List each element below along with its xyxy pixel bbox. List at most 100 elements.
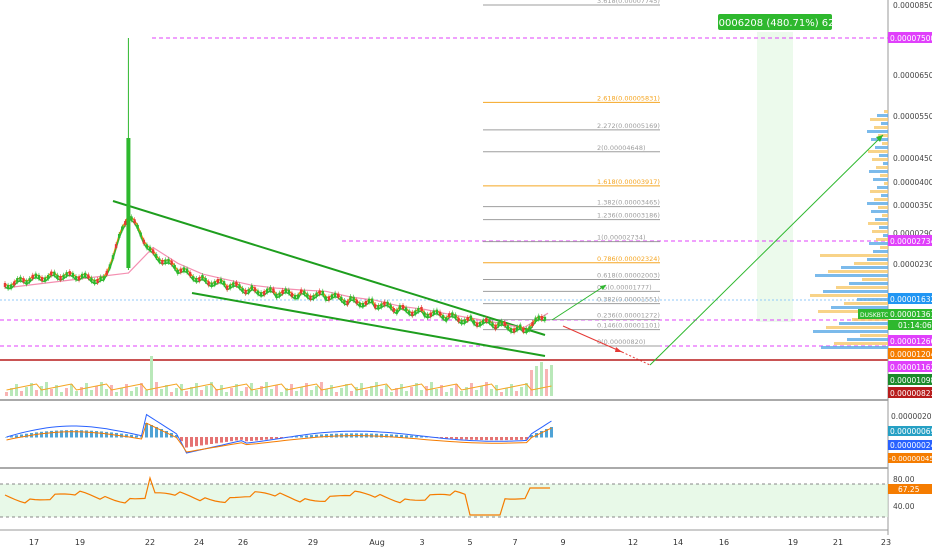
volume-bar xyxy=(5,392,8,396)
candle-body xyxy=(244,289,247,294)
candle-body xyxy=(133,219,136,224)
volume-profile-bar xyxy=(873,250,888,253)
volume-bars xyxy=(5,356,553,396)
volume-bar xyxy=(245,387,248,396)
macd-bar xyxy=(330,433,333,438)
candle-body xyxy=(216,279,220,284)
volume-profile-bar xyxy=(872,158,888,161)
candle-body xyxy=(472,320,476,325)
projection-arrowhead-green-1 xyxy=(600,285,606,290)
time-tick-3: 24 xyxy=(194,538,204,547)
price-badge-5: 0.00001162 xyxy=(890,363,932,372)
candle-body xyxy=(503,321,507,326)
volume-bar xyxy=(60,392,63,396)
candle-body xyxy=(161,260,164,265)
volume-bar xyxy=(445,392,448,396)
moving-average-orange xyxy=(4,214,546,331)
volume-profile-bar xyxy=(823,290,888,293)
volume-bar xyxy=(70,384,73,396)
macd-bar xyxy=(485,437,488,441)
candle-body xyxy=(401,304,405,309)
macd-bar xyxy=(460,437,463,440)
volume-bar xyxy=(205,386,208,396)
volume-bar xyxy=(95,386,98,396)
volume-profile-bar xyxy=(881,122,888,125)
macd-bar xyxy=(260,437,263,441)
pair-badge-box xyxy=(858,309,888,319)
candle-body xyxy=(124,220,127,225)
volume-bar xyxy=(20,391,23,396)
macd-bar xyxy=(300,435,303,438)
candle-body xyxy=(158,258,161,263)
candle-body xyxy=(525,328,528,333)
candle-body xyxy=(148,246,152,251)
candle-body xyxy=(262,291,266,296)
rsi-badge: 67.25 xyxy=(898,485,920,494)
candle-body xyxy=(451,312,454,317)
price-badge-3: 0.00001266 xyxy=(890,337,932,346)
macd-bar xyxy=(50,430,53,438)
volume-profile-bar xyxy=(826,326,888,329)
candle-body xyxy=(426,313,429,318)
candle-body xyxy=(485,318,488,323)
time-tick-8: 5 xyxy=(467,538,472,547)
candle-body xyxy=(475,322,479,327)
candle-body xyxy=(432,310,436,315)
macd-bar xyxy=(15,435,18,438)
macd-bar xyxy=(420,436,423,438)
volume-profile-bar xyxy=(844,302,888,305)
volume-bar xyxy=(385,385,388,396)
candle-body xyxy=(31,274,34,279)
volume-bar xyxy=(25,387,28,396)
candle-body xyxy=(235,281,238,286)
volume-bar xyxy=(120,388,123,396)
candle-body xyxy=(229,284,232,289)
macd-bar xyxy=(310,435,313,438)
candle-body xyxy=(380,303,383,308)
candle-body xyxy=(241,287,244,292)
candle-body xyxy=(188,272,192,277)
price-badge-0: 0.00007500 xyxy=(890,34,932,43)
last-price-badge-box xyxy=(888,309,932,319)
macd-bar xyxy=(505,437,508,441)
volume-profile-bar xyxy=(831,306,888,309)
volume-bar xyxy=(510,384,513,396)
volume-profile-bar xyxy=(813,330,888,333)
macd-bar xyxy=(320,434,323,438)
volume-bar xyxy=(30,383,33,396)
candle-body xyxy=(250,285,254,290)
macd-bar xyxy=(160,429,163,438)
time-axis[interactable]: 17 19 22 24 26 29 Aug 3 5 7 9 12 14 16 19 21 23 xyxy=(29,538,891,547)
volume-profile-bar xyxy=(877,186,888,189)
price-badge-box-2 xyxy=(888,293,932,304)
volume-bar xyxy=(280,392,283,396)
candle-body xyxy=(441,315,445,320)
macd-bar xyxy=(545,429,548,438)
macd-bar xyxy=(185,437,188,448)
volume-profile-bar xyxy=(828,270,888,273)
volume-profile-bar xyxy=(876,166,888,169)
candle-body xyxy=(139,232,142,237)
candle-body xyxy=(238,284,241,289)
candle-body xyxy=(68,271,71,276)
macd-bar xyxy=(280,437,283,439)
candle-body xyxy=(318,290,321,295)
volume-bar xyxy=(335,392,338,396)
macd-bar xyxy=(400,434,403,438)
candle-body xyxy=(457,317,460,322)
fib-label-7: 1(0.00002734) xyxy=(597,234,646,242)
candle-body xyxy=(204,277,207,282)
target-label-box xyxy=(718,14,832,30)
macd-bar xyxy=(90,430,93,438)
candle-body xyxy=(284,288,287,293)
volume-bar xyxy=(140,383,143,396)
candle-body xyxy=(16,278,19,283)
macd-bar xyxy=(65,430,68,438)
price-badge-box-0 xyxy=(888,32,932,43)
candle-body xyxy=(84,272,87,277)
candle-body xyxy=(469,315,473,320)
candle-body xyxy=(312,295,315,300)
